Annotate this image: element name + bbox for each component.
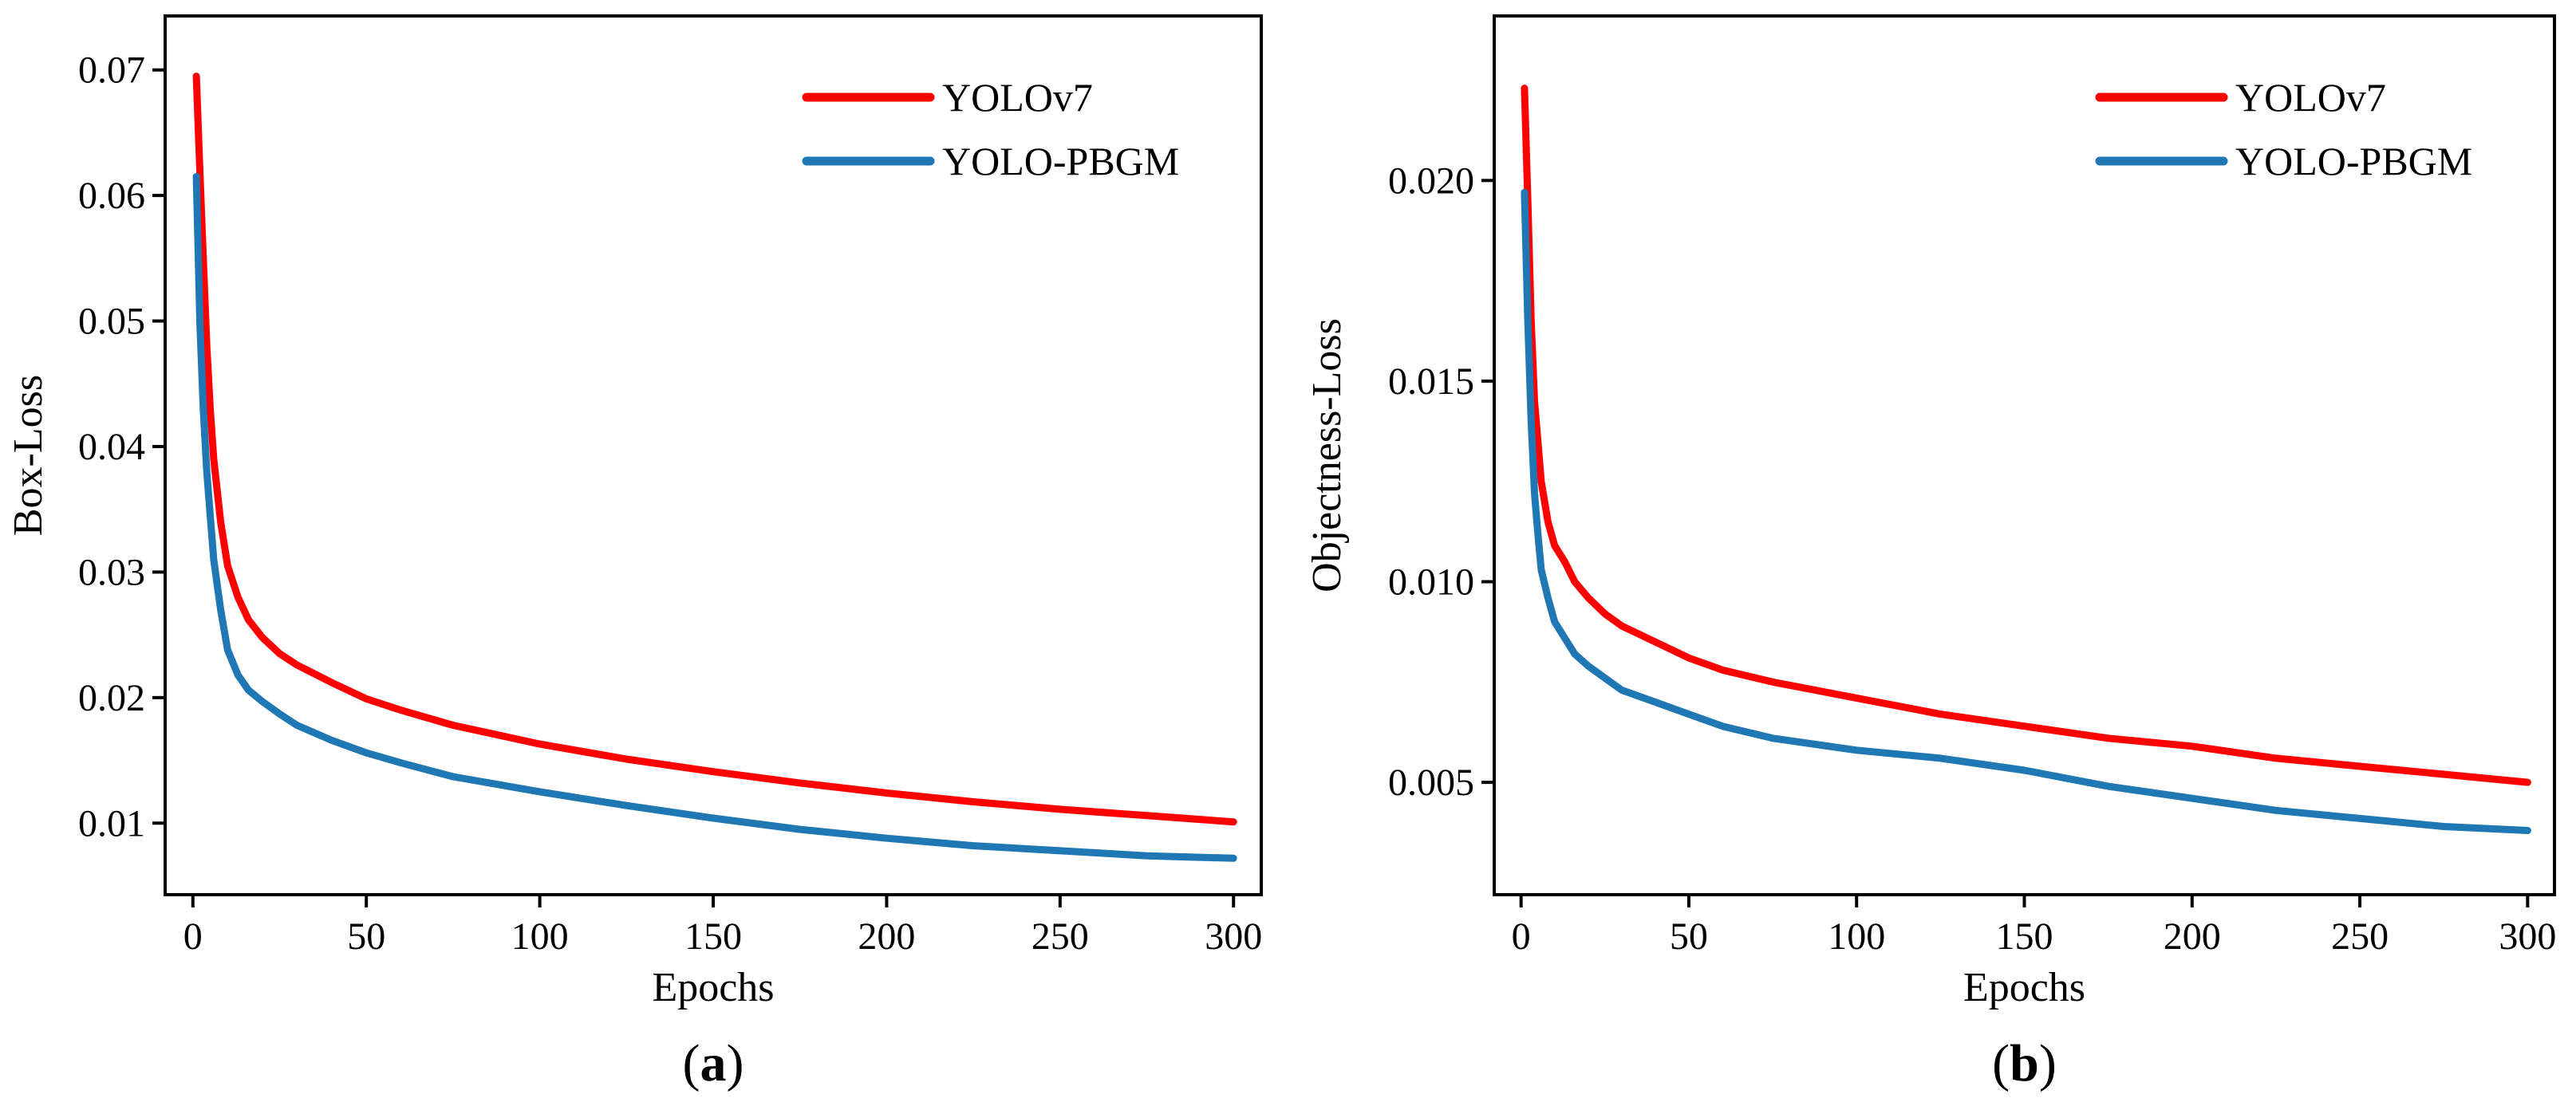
- x-axis-label: Epochs: [652, 965, 774, 1010]
- x-tick-label: 250: [1032, 915, 1089, 958]
- x-tick-label: 50: [347, 915, 385, 958]
- y-axis-label: Objectness-Loss: [1304, 318, 1350, 592]
- legend-entry: YOLOv7: [942, 75, 1093, 120]
- x-tick-label: 0: [1512, 915, 1531, 958]
- x-tick-label: 300: [2499, 915, 2556, 958]
- x-tick-label: 150: [684, 915, 742, 958]
- chart-panel-b: 0 50 100 150 200 250 300 0.005 0.010 0.015 0.020 Ep…: [1304, 14, 2556, 1092]
- y-axis-label: Box-Loss: [6, 375, 51, 536]
- legend: YOLOv7 YOLO-PBGM: [802, 75, 1179, 183]
- legend: YOLOv7 YOLO-PBGM: [2095, 75, 2472, 183]
- y-tick-label: 0.04: [78, 426, 145, 468]
- x-tick-label: 200: [858, 915, 915, 958]
- y-tick-label: 0.015: [1388, 360, 1474, 403]
- x-tick-label: 0: [183, 915, 203, 958]
- chart-panel-a: 0 50 100 150 200 250 300 0.01 0.02 0.03 0.04 0.05 0.…: [6, 14, 1263, 1092]
- y-tick-label: 0.01: [78, 802, 145, 844]
- y-tick-label: 0.07: [78, 49, 145, 92]
- x-tick-label: 100: [1828, 915, 1885, 958]
- series-line-yolo-pbgm: [192, 173, 1237, 862]
- legend-entry: YOLO-PBGM: [2235, 139, 2472, 183]
- y-tick-label: 0.06: [78, 175, 145, 217]
- series-line-yolo-pbgm: [1521, 188, 2531, 834]
- legend-entry: YOLOv7: [2235, 75, 2386, 120]
- x-tick-label: 100: [511, 915, 569, 958]
- x-tick-label: 150: [1996, 915, 2053, 958]
- panel-caption: (a): [683, 1034, 744, 1092]
- x-axis-label: Epochs: [1963, 965, 2085, 1010]
- legend-entry: YOLO-PBGM: [942, 139, 1179, 183]
- x-tick-label: 300: [1205, 915, 1262, 958]
- y-tick-label: 0.03: [78, 551, 145, 593]
- x-tick-label: 50: [1670, 915, 1708, 958]
- y-tick-label: 0.02: [78, 677, 145, 719]
- panel-caption: (b): [1992, 1034, 2057, 1092]
- x-tick-label: 250: [2331, 915, 2389, 958]
- series-line-yolov7: [1521, 85, 2531, 786]
- y-tick-label: 0.05: [78, 301, 145, 343]
- x-tick-label: 200: [2164, 915, 2221, 958]
- y-tick-label: 0.005: [1388, 762, 1474, 804]
- y-tick-label: 0.010: [1388, 561, 1474, 604]
- y-tick-label: 0.020: [1388, 159, 1474, 202]
- series-line-yolov7: [192, 73, 1237, 826]
